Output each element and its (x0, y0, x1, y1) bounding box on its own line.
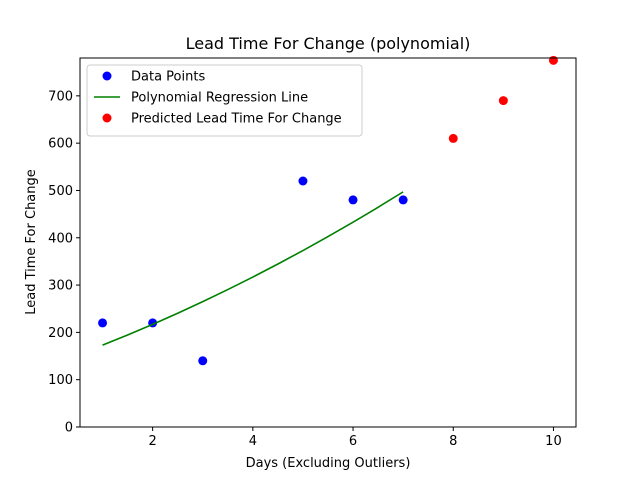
x-axis-label: Days (Excluding Outliers) (246, 456, 411, 471)
legend-swatch-marker (102, 113, 112, 123)
data-point (348, 195, 358, 205)
y-tick-label: 100 (48, 373, 73, 388)
y-tick-label: 200 (48, 326, 73, 341)
legend-label: Data Points (131, 70, 205, 85)
plot-frame (79, 57, 577, 428)
legend-label: Predicted Lead Time For Change (131, 112, 342, 127)
data-point (298, 176, 308, 186)
x-tick-label: 6 (349, 434, 357, 449)
data-point (98, 318, 108, 328)
predicted-point (498, 96, 508, 106)
y-tick-label: 0 (65, 421, 73, 436)
y-tick-label: 500 (48, 184, 73, 199)
legend-label: Polynomial Regression Line (131, 91, 308, 106)
y-axis-label: Lead Time For Change (24, 169, 39, 315)
legend-swatch-marker (102, 71, 112, 81)
x-axis: 2 4 6 8 10 (149, 427, 562, 449)
x-tick-label: 8 (449, 434, 457, 449)
y-tick-label: 400 (48, 231, 73, 246)
x-tick-label: 10 (545, 434, 562, 449)
data-point (398, 195, 408, 205)
predicted-point (448, 133, 458, 143)
chart-title: Lead Time For Change (polynomial) (186, 34, 471, 53)
legend: Data Points Polynomial Regression Line Pre… (86, 64, 363, 137)
y-tick-label: 700 (48, 89, 73, 104)
y-tick-label: 300 (48, 279, 73, 294)
predicted-point (548, 55, 558, 65)
x-tick-label: 4 (249, 434, 257, 449)
y-axis: 0 100 200 300 400 500 600 700 (48, 89, 80, 436)
y-tick-label: 600 (48, 137, 73, 152)
data-point (198, 356, 208, 366)
regression-line (102, 191, 404, 346)
legend-box (86, 64, 363, 137)
x-tick-label: 2 (149, 434, 157, 449)
